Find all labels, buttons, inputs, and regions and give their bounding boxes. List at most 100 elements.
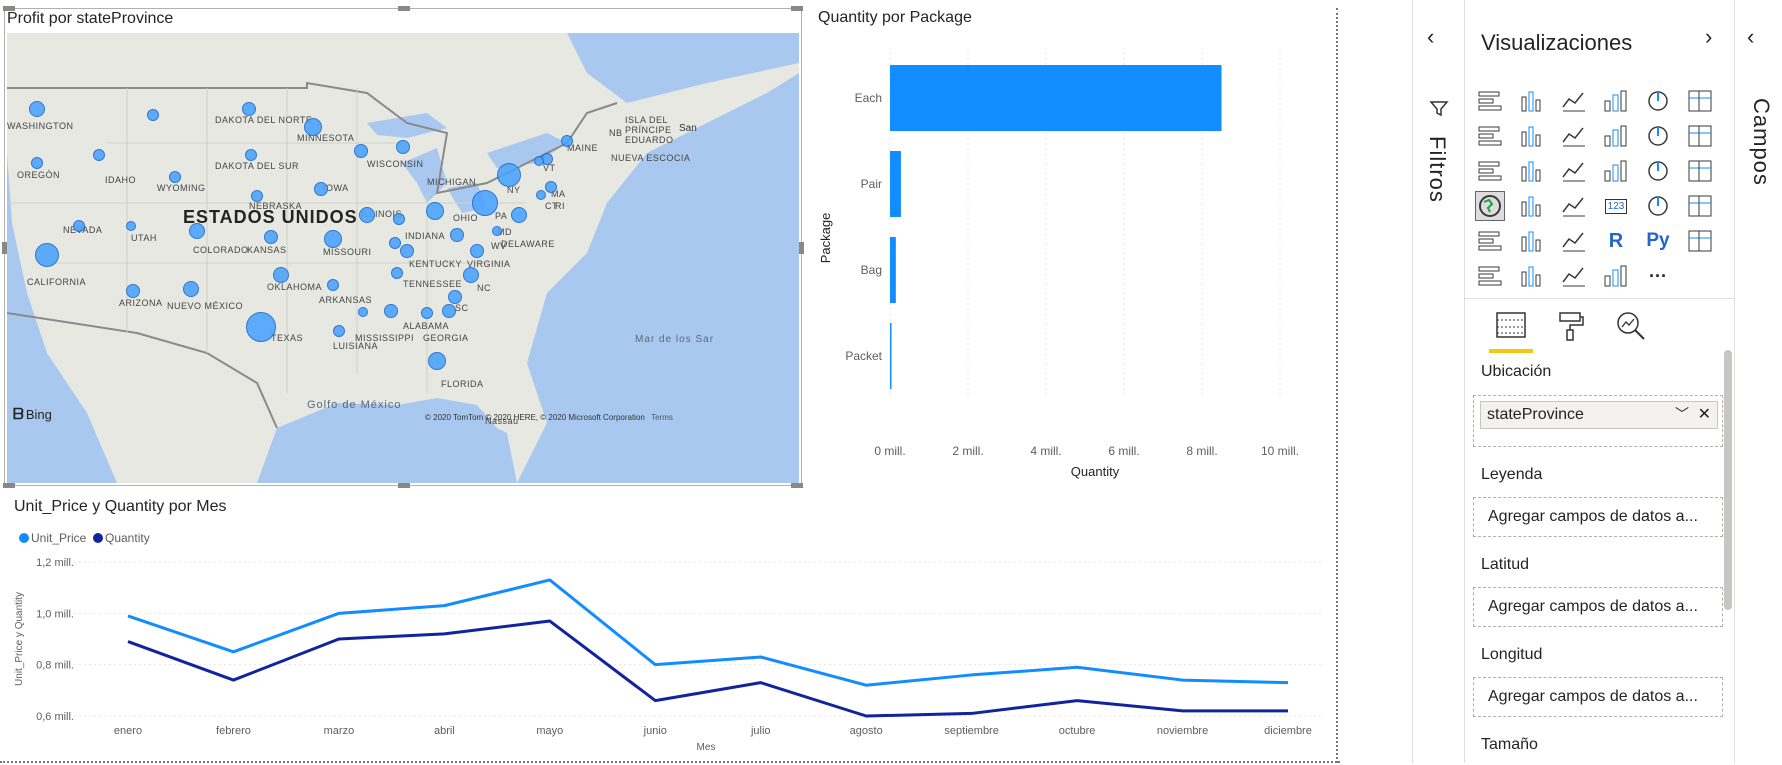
map-bubble[interactable] [389,237,401,249]
ribbon-chart-icon[interactable] [1685,121,1715,151]
bar-bag[interactable] [890,237,896,303]
treemap-icon[interactable] [1685,156,1715,186]
smart-narrative-icon[interactable] [1559,261,1589,291]
decomposition-tree-icon[interactable] [1475,261,1505,291]
map-bubble[interactable] [545,181,557,193]
map-bubble[interactable] [242,102,256,116]
stacked-area-icon[interactable] [1559,121,1589,151]
remove-field-x-icon[interactable]: ✕ [1697,406,1711,423]
table-icon[interactable] [1517,226,1547,256]
line-column-icon[interactable] [1601,121,1631,151]
map-bubble[interactable] [93,149,105,161]
map-bubble[interactable] [442,304,456,318]
map-bubble[interactable] [497,163,521,187]
line-series-quantity[interactable] [127,619,1288,718]
map-bubble[interactable] [183,281,199,297]
map-bubble[interactable] [384,304,398,318]
legend-label-unit_price[interactable]: Unit_Price [31,531,87,545]
resize-handle-left[interactable] [2,242,7,254]
resize-handle-top-left[interactable] [3,6,15,11]
resize-handle-top-right[interactable] [791,6,803,11]
bar-each[interactable] [890,65,1222,131]
bar-packet[interactable] [890,323,892,389]
line-clustered-column-icon[interactable] [1643,121,1673,151]
map-bubble[interactable] [333,325,345,337]
more-visuals-icon[interactable]: ··· [1643,261,1673,291]
map-bubble[interactable] [354,144,368,158]
resize-handle-bottom-left[interactable] [3,483,15,488]
filters-pane[interactable]: ‹ [1412,0,1464,763]
resize-handle-bottom-right[interactable] [791,483,803,488]
map-bubble[interactable] [426,202,444,220]
fields-pane[interactable]: ‹ [1734,0,1782,763]
donut-chart-icon[interactable] [1643,156,1673,186]
area-chart-icon[interactable] [1517,121,1547,151]
field-pill-stateprovince[interactable]: stateProvince ﹀ ✕ [1480,401,1718,429]
key-influencers-icon[interactable] [1685,226,1715,256]
collapse-filters-chevron-icon[interactable]: ‹ [1427,24,1435,49]
paginated-icon[interactable] [1601,261,1631,291]
multi-row-card-icon[interactable] [1643,191,1673,221]
legend-label-quantity[interactable]: Quantity [105,531,150,545]
python-visual-icon[interactable]: Py [1643,226,1673,256]
well-location[interactable]: stateProvince ﹀ ✕ [1473,395,1723,447]
map-bubble[interactable] [358,307,368,317]
stacked-column-icon[interactable] [1517,86,1547,116]
expand-fields-chevron-icon[interactable]: ‹ [1747,24,1755,49]
card-icon[interactable]: 123 [1601,191,1631,221]
map-bubble[interactable] [246,312,276,342]
map-bubble[interactable] [169,171,181,183]
slicer-icon[interactable] [1475,226,1505,256]
resize-handle-bottom[interactable] [398,483,410,488]
bar-chart-visual[interactable]: Quantity por Package 0 mill. 2 mill. 4 mil… [812,8,1332,486]
map-bubble[interactable] [324,230,342,248]
map-bubble[interactable] [73,220,85,232]
map-bubble[interactable] [396,140,410,154]
line-chart-visual[interactable]: Unit_Price y Quantity por Mes 0,6 mill. 0… [4,494,1334,760]
map-bubble[interactable] [511,207,527,223]
expand-viz-chevron-icon[interactable]: › [1705,24,1713,49]
map-bubble[interactable] [189,223,205,239]
resize-handle-right[interactable] [799,242,804,254]
bar-pair[interactable] [890,151,901,217]
filters-label[interactable]: Filtros [1425,136,1450,203]
map-bubble[interactable] [536,190,546,200]
clustered-bar-icon[interactable] [1559,86,1589,116]
map-bubble[interactable] [463,267,479,283]
map-bubble[interactable] [561,135,573,147]
viz-pane-scrollbar[interactable] [1724,350,1732,610]
map-bubble[interactable] [400,244,414,258]
map-bubble[interactable] [393,213,405,225]
100-column-icon[interactable] [1685,86,1715,116]
stacked-bar-icon[interactable] [1475,86,1505,116]
chevron-down-icon[interactable]: ﹀ [1675,406,1689,422]
map-bubble[interactable] [428,352,446,370]
map-bubble[interactable] [264,230,278,244]
map-bubble[interactable] [327,279,339,291]
terms-link[interactable]: Terms [651,413,673,422]
matrix-icon[interactable] [1559,226,1589,256]
well-legend[interactable]: Agregar campos de datos a... [1473,497,1723,537]
map-area[interactable]: WASHINGTONOREGÓNIDAHOWYOMINGNEVADAUTAHCA… [7,33,799,483]
analytics-magnifier-icon[interactable] [1611,306,1651,346]
map-bubble[interactable] [314,182,328,196]
format-paint-roller-icon[interactable] [1551,306,1591,346]
map-bubble[interactable] [147,109,159,121]
map-bubble[interactable] [492,226,502,236]
map-bubble[interactable] [29,101,45,117]
pie-chart-icon[interactable] [1601,156,1631,186]
qa-icon[interactable] [1517,261,1547,291]
funnel-icon[interactable] [1517,156,1547,186]
scatter-icon[interactable] [1559,156,1589,186]
100-bar-icon[interactable] [1643,86,1673,116]
well-longitude[interactable]: Agregar campos de datos a... [1473,677,1723,717]
gauge-icon[interactable] [1559,191,1589,221]
map-bubble[interactable] [126,221,136,231]
filled-map-icon[interactable] [1517,191,1547,221]
map-bubble[interactable] [448,290,462,304]
fields-label[interactable]: Campos [1749,98,1774,186]
map-bubble[interactable] [534,156,544,166]
waterfall-icon[interactable] [1475,156,1505,186]
map-bubble[interactable] [450,228,464,242]
map-bubble[interactable] [472,190,498,216]
